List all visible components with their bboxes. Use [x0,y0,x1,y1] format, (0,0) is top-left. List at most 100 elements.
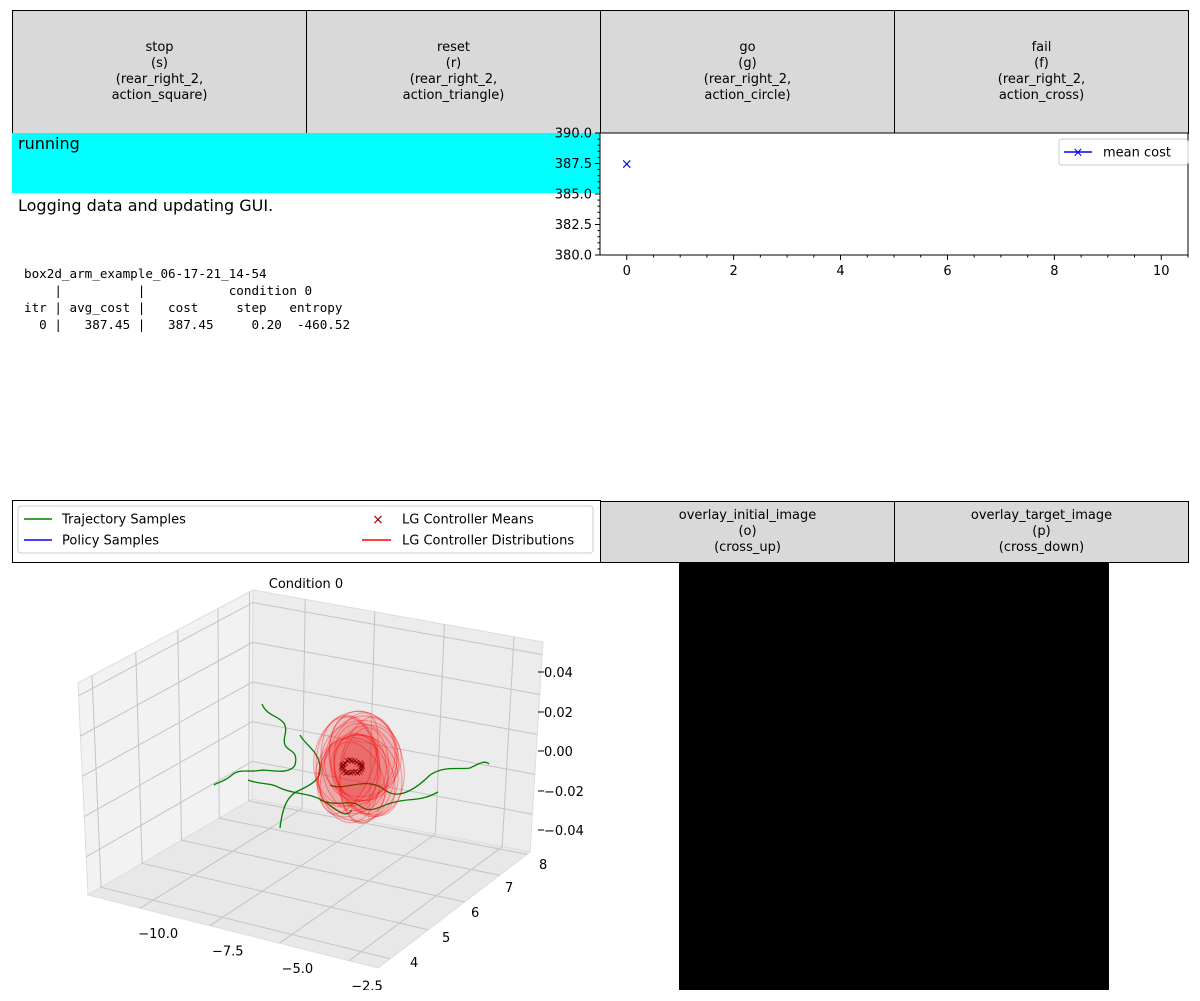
cost-legend-box [1058,138,1189,166]
stop-button-line: (s) [151,56,168,71]
stop-button-line: (rear_right_2, [115,72,204,87]
x3d-tick-label: −5.0 [282,962,314,977]
trajectory-sample [213,703,297,786]
grid-line [82,681,253,777]
status-text: running [18,134,80,153]
fail-button-line: fail [1031,40,1052,55]
grid-line [252,760,533,815]
x-tick-label: 6 [943,264,951,279]
x-tick-label: 4 [836,264,844,279]
cost-legend-label: mean cost [1103,146,1171,161]
grid-line [248,591,250,801]
y-tick-label: 380.0 [555,249,592,264]
trajectory-sample [319,791,439,811]
controller-mean: × [346,768,354,779]
controller-distribution [317,734,399,822]
controller-mean: × [344,767,352,778]
controller-mean: × [339,763,347,774]
grid-line [142,862,429,931]
mean-cost-point: × [621,157,633,173]
reset-button-line: action_triangle) [402,88,505,103]
go-button-line: go [739,40,756,55]
overlay-initial-image-button[interactable]: overlay_initial_image (o) (cross_up) [600,501,895,563]
controller-mean: × [338,762,346,773]
stop-button[interactable]: stop (s) (rear_right_2, action_square) [12,10,307,134]
overlay-initial-line: (cross_up) [714,540,781,555]
controller-mean: × [340,767,348,778]
z3d-tick-label: 0.02 [544,706,573,721]
y3d-tick-label: 4 [410,956,418,971]
overlay-target-image-button[interactable]: overlay_target_image (p) (cross_down) [894,501,1189,563]
x3d-tick-label: −10.0 [138,927,178,942]
controller-distribution [320,719,402,798]
controller-mean: × [356,758,364,769]
controller-distribution [313,710,396,807]
grid-line [181,839,465,903]
go-button-line: (g) [738,56,757,71]
trajectory-sample [329,761,490,795]
plot-3d-title: Condition 0 [269,577,343,592]
mean-cost-plot: 0 2 4 6 8 10 390.0 387.5 385.0 382.5 380.0 × × mea… [555,127,1189,279]
overlay-target-line: (p) [1032,524,1051,539]
grid-line [434,624,445,835]
log-line: 0 | 387.45 | 387.45 0.20 -460.52 [24,317,351,332]
plot-3d-grid [78,591,543,962]
grid-line [84,721,253,817]
controller-distribution [329,715,380,802]
y3d-tick-label: 6 [471,906,479,921]
legend-policy-label: Policy Samples [62,534,159,549]
y-tick-label: 390.0 [555,127,592,142]
grid-line [248,800,528,855]
fail-button[interactable]: fail (f) (rear_right_2, action_cross) [894,10,1189,134]
x3d-tick-label: −2.5 [351,980,383,990]
reset-button[interactable]: reset (r) (rear_right_2, action_triangle… [306,10,601,134]
go-button-line: action_circle) [704,88,791,103]
z3d-tick-label: −0.02 [544,785,584,800]
status-bar [12,133,600,193]
grid-line [78,602,254,697]
controller-distributions [313,710,405,824]
x-tick-label: 8 [1050,264,1058,279]
grid-line [209,820,370,927]
grid-line [252,681,538,735]
stop-button-line: stop [145,40,174,55]
x-tick-label: 2 [729,264,737,279]
trajectory-3d-plot: Condition 0 ×××××××××××××××××××××××××× −… [77,577,584,990]
z3d-tick-label: 0.04 [544,666,573,681]
y-tick-label: 385.0 [555,188,592,203]
controller-mean: × [342,768,350,779]
controller-distribution [315,737,389,815]
controller-mean: × [348,756,356,767]
controller-distribution [339,727,390,824]
z3d-tick-label: −0.04 [544,824,584,839]
controller-distribution [319,712,379,815]
controller-mean: × [353,768,361,779]
fail-button-line: (rear_right_2, [997,72,1086,87]
controller-mean: × [343,756,351,767]
controller-mean: × [357,765,365,776]
controller-mean: × [339,760,347,771]
legend-box [17,505,594,554]
grid-line [252,602,543,656]
controller-mean: × [351,767,359,778]
controller-mean: × [355,759,363,770]
legend-distributions-label: LG Controller Distributions [402,534,574,549]
controller-mean: × [351,756,359,767]
cost-legend-marker: × [1073,146,1084,161]
overlay-target-line: (cross_down) [998,540,1085,555]
z3d-tick-label: 0.00 [544,745,573,760]
controller-mean: × [358,761,366,772]
overlay-initial-line: overlay_initial_image [678,508,817,523]
grid-line [80,641,253,737]
legend-means-marker: × [372,512,384,528]
reset-button-line: (rear_right_2, [409,72,498,87]
go-button[interactable]: go (g) (rear_right_2, action_circle) [600,10,895,134]
grid-line [85,760,253,858]
x3d-tick-label: −7.5 [212,945,244,960]
stop-button-line: action_square) [111,88,208,103]
grid-line [368,611,376,822]
grid-line [139,808,303,909]
controller-mean: × [358,762,366,773]
grid-line [501,636,515,847]
fail-button-line: (f) [1034,56,1049,71]
